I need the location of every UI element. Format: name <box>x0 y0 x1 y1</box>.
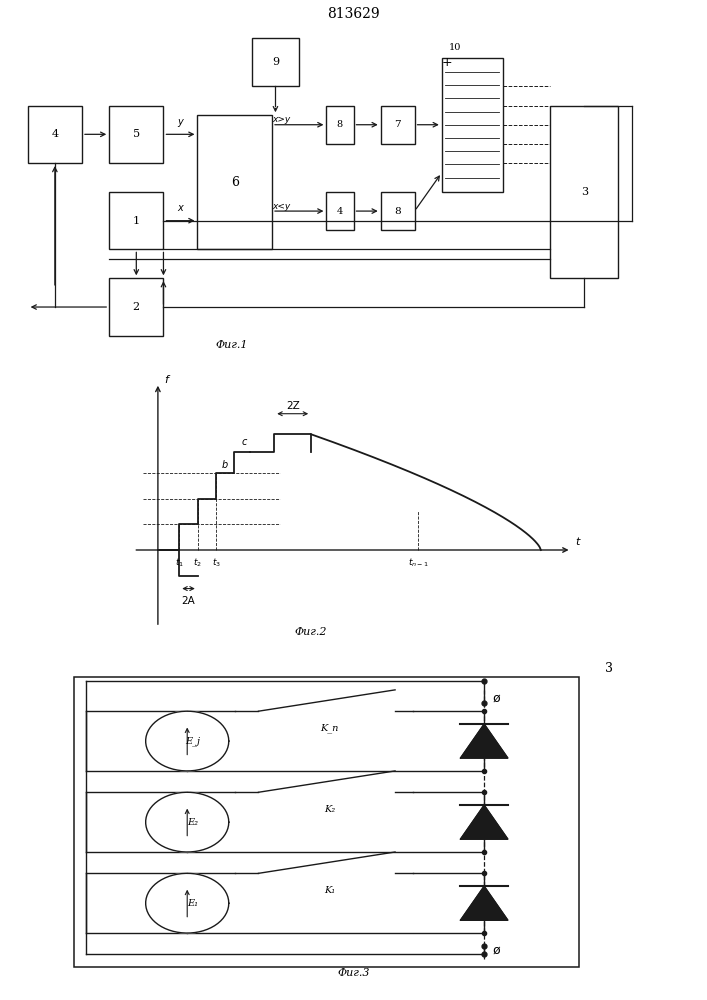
Polygon shape <box>460 805 508 839</box>
Text: 4: 4 <box>52 129 59 139</box>
Text: E_j: E_j <box>186 736 201 746</box>
Text: y: y <box>177 117 183 127</box>
Text: c: c <box>241 437 247 447</box>
Text: $t_1$: $t_1$ <box>175 556 184 569</box>
Text: +: + <box>442 56 452 69</box>
Text: x: x <box>177 203 183 213</box>
Polygon shape <box>146 873 229 933</box>
Polygon shape <box>146 792 229 852</box>
Text: E₂: E₂ <box>187 818 199 827</box>
Bar <box>197 115 272 249</box>
Text: K₂: K₂ <box>325 805 335 814</box>
Bar <box>28 106 82 163</box>
Text: 3: 3 <box>580 187 588 197</box>
Text: 5: 5 <box>133 129 140 139</box>
Text: Φuг.1: Φuг.1 <box>215 340 247 350</box>
Text: 3: 3 <box>605 662 613 675</box>
Bar <box>109 106 163 163</box>
Text: $t_3$: $t_3$ <box>211 556 221 569</box>
Text: 813629: 813629 <box>327 7 380 21</box>
Bar <box>74 677 579 967</box>
Text: x>y: x>y <box>272 115 291 124</box>
Text: E₁: E₁ <box>187 899 199 908</box>
Text: 8: 8 <box>395 207 401 216</box>
Text: t: t <box>575 537 580 547</box>
Text: b: b <box>222 460 228 470</box>
Text: ø: ø <box>492 944 500 957</box>
Text: $t_2$: $t_2$ <box>193 556 202 569</box>
Text: 4: 4 <box>337 207 343 216</box>
Text: x<y: x<y <box>272 202 291 211</box>
Text: Φuг.2: Φuг.2 <box>295 627 327 637</box>
Text: 6: 6 <box>230 176 239 189</box>
Text: 7: 7 <box>395 120 401 129</box>
Text: K₁: K₁ <box>325 886 335 895</box>
Bar <box>252 38 299 86</box>
Bar <box>109 278 163 336</box>
Text: 8: 8 <box>337 120 343 129</box>
Text: Φuг.3: Φuг.3 <box>337 968 370 978</box>
Text: ø: ø <box>492 692 500 705</box>
Bar <box>550 106 618 278</box>
Bar <box>327 106 354 144</box>
Text: 10: 10 <box>448 43 461 52</box>
Polygon shape <box>460 724 508 758</box>
Text: 2A: 2A <box>182 596 195 606</box>
Text: 1: 1 <box>133 216 140 226</box>
Bar <box>109 192 163 249</box>
Polygon shape <box>460 886 508 920</box>
Polygon shape <box>146 711 229 771</box>
Text: f: f <box>164 375 168 385</box>
Text: $t_{n-1}$: $t_{n-1}$ <box>408 556 428 569</box>
Text: 2: 2 <box>133 302 140 312</box>
Bar <box>380 106 414 144</box>
Text: 9: 9 <box>272 57 279 67</box>
Bar <box>442 58 503 192</box>
Text: K_n: K_n <box>320 723 339 733</box>
Text: 2Z: 2Z <box>286 401 300 411</box>
Bar <box>327 192 354 230</box>
Bar <box>380 192 414 230</box>
